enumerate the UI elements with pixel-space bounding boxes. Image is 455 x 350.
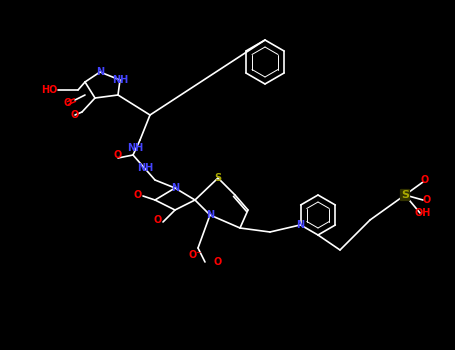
- Text: NH: NH: [127, 143, 143, 153]
- Text: O: O: [134, 190, 142, 200]
- Text: S: S: [401, 190, 409, 200]
- Text: O: O: [71, 110, 79, 120]
- Text: S: S: [214, 173, 222, 183]
- Text: HO: HO: [41, 85, 58, 95]
- Text: O: O: [64, 98, 72, 108]
- Text: NH: NH: [112, 75, 128, 85]
- Text: N: N: [171, 183, 179, 193]
- Text: N: N: [296, 220, 304, 230]
- Text: O: O: [423, 195, 431, 205]
- Text: NH: NH: [137, 163, 153, 173]
- Text: O⁻: O⁻: [188, 250, 202, 260]
- Text: O: O: [154, 215, 162, 225]
- Text: N: N: [96, 67, 104, 77]
- Text: OH: OH: [415, 208, 431, 218]
- Text: N: N: [206, 210, 214, 220]
- Text: O: O: [421, 175, 429, 185]
- Text: O: O: [114, 150, 122, 160]
- Text: O: O: [214, 257, 222, 267]
